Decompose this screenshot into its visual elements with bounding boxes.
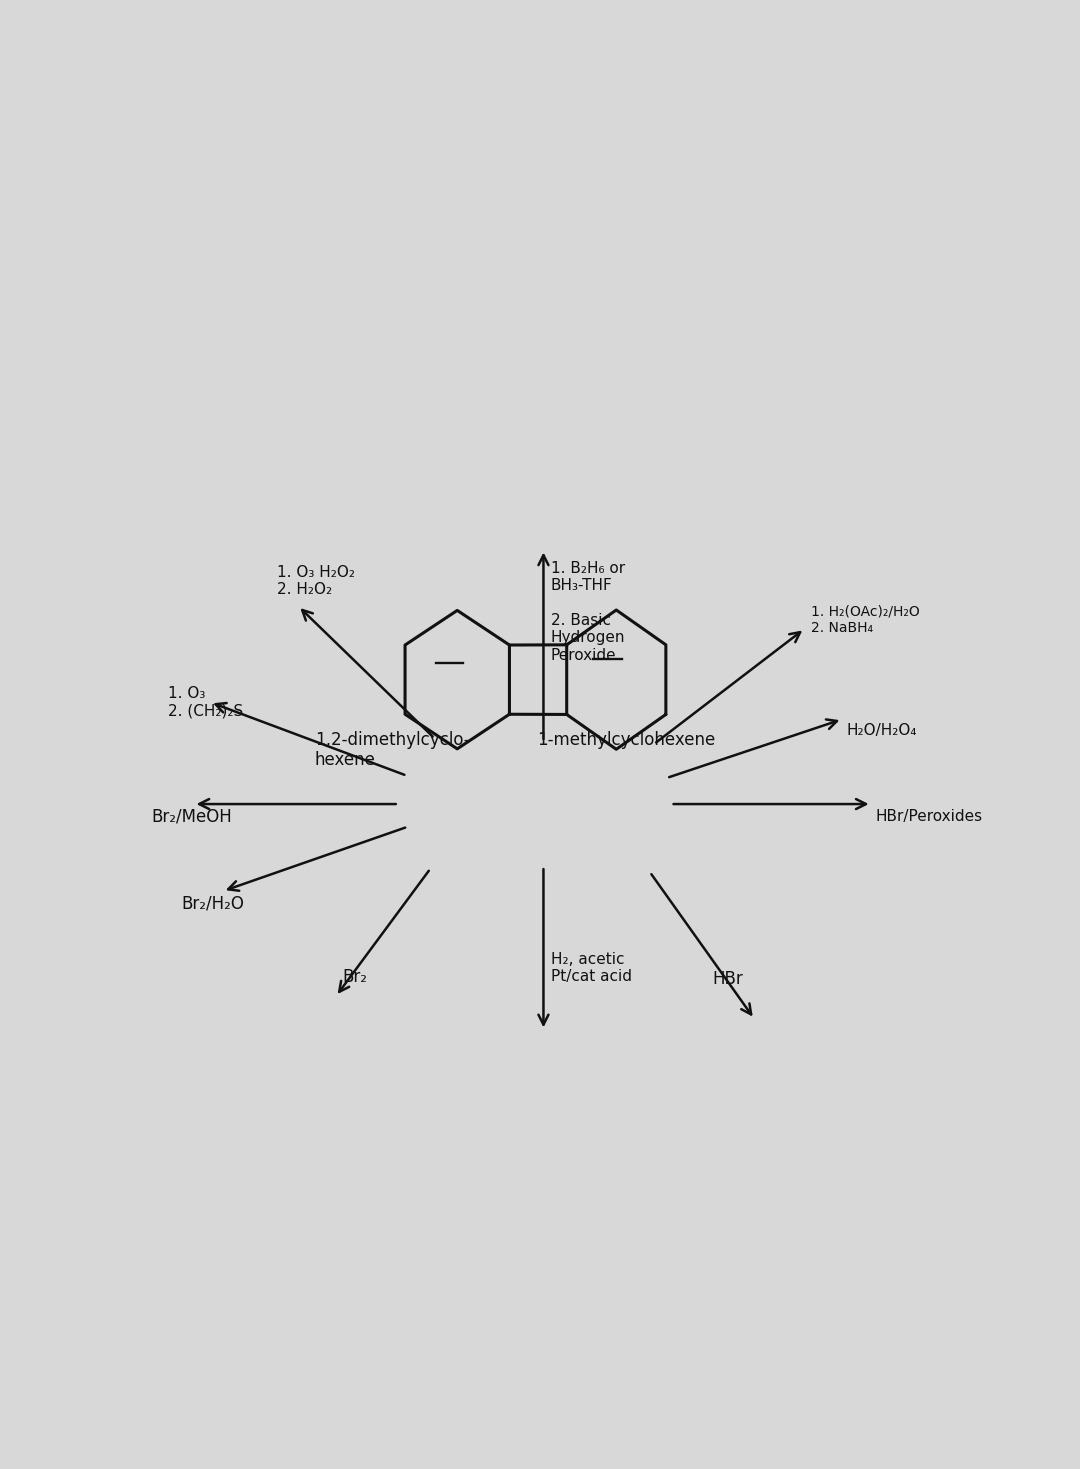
Text: HBr/Peroxides: HBr/Peroxides — [876, 809, 983, 824]
Text: HBr: HBr — [713, 971, 743, 989]
Text: 1. H₂(OAc)₂/H₂O
2. NaBH₄: 1. H₂(OAc)₂/H₂O 2. NaBH₄ — [811, 605, 920, 635]
Text: 1. O₃ H₂O₂
2. H₂O₂: 1. O₃ H₂O₂ 2. H₂O₂ — [278, 566, 355, 598]
Text: 1-methylcyclohexene: 1-methylcyclohexene — [537, 730, 715, 749]
Text: H₂O/H₂O₄: H₂O/H₂O₄ — [847, 723, 917, 737]
Text: Br₂/H₂O: Br₂/H₂O — [181, 895, 244, 912]
Text: H₂, acetic
Pt/cat acid: H₂, acetic Pt/cat acid — [551, 952, 632, 984]
Text: Br₂: Br₂ — [342, 968, 367, 986]
Text: 1,2-dimethylcyclo-
hexene: 1,2-dimethylcyclo- hexene — [315, 730, 470, 770]
Text: Br₂/MeOH: Br₂/MeOH — [151, 808, 232, 826]
Text: 1. O₃
2. (CH₂)₂S: 1. O₃ 2. (CH₂)₂S — [168, 686, 244, 718]
Text: 1. B₂H₆ or
BH₃-THF

2. Basic
Hydrogen
Peroxide: 1. B₂H₆ or BH₃-THF 2. Basic Hydrogen Per… — [551, 561, 625, 663]
